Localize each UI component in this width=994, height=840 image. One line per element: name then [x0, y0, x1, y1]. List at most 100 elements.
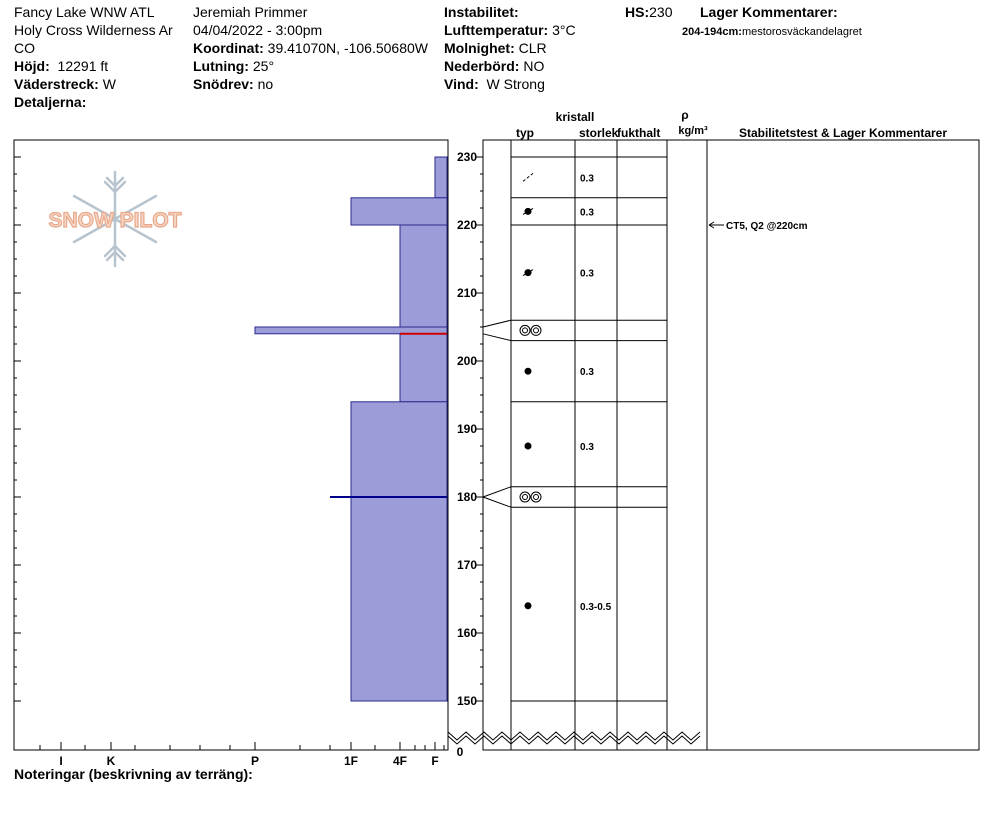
- layer-comment: 204-194cm:mestorosväckandelagret: [682, 23, 862, 41]
- crystal-size: 0.3-0.5: [580, 602, 612, 613]
- details-label: Detaljerna:: [14, 94, 87, 110]
- crystal-decomposing-icon: [522, 173, 534, 182]
- y-tick-label: 160: [457, 626, 477, 640]
- elevation-label: Höjd:: [14, 58, 50, 74]
- coord-value: 39.41070N, -106.50680W: [267, 40, 428, 56]
- sky-label: Molnighet:: [444, 40, 515, 56]
- crystal-melt-freeze-icon: [519, 324, 531, 336]
- y-tick-label: 220: [457, 218, 477, 232]
- logo-text: SNOW PILOT: [49, 209, 182, 232]
- hardness-tick-label: I: [59, 754, 62, 768]
- drift-label: Snödrev:: [193, 76, 254, 92]
- crystal-melt-freeze-icon: [530, 491, 542, 503]
- crystal-rounded-icon: [524, 442, 532, 450]
- header-location-2: Holy Cross Wilderness Ar: [14, 22, 173, 38]
- hardness-tick-label: F: [431, 754, 438, 768]
- precip-value: NO: [523, 58, 545, 74]
- header-wind: Vind: W Strong: [444, 75, 545, 93]
- y-tick-label: 210: [457, 286, 477, 300]
- crystal-rounded-icon: [524, 602, 532, 610]
- header-aspect: Väderstreck: W: [14, 75, 116, 93]
- header-elevation: Höjd: 12291 ft: [14, 57, 108, 75]
- y-tick-label: 230: [457, 150, 477, 164]
- sky-value: CLR: [518, 40, 547, 56]
- precip-label: Nederbörd:: [444, 58, 520, 74]
- crystal-melt-freeze-inner: [522, 327, 528, 334]
- crystal-size: 0.3: [580, 207, 594, 218]
- crystal-melt-freeze-inner: [522, 494, 528, 500]
- drift-value: no: [257, 76, 274, 92]
- layer-comments-label: Lager Kommentarer:: [700, 4, 838, 20]
- stability-arrow-icon: [708, 221, 715, 229]
- col-size: storlek: [579, 126, 619, 140]
- notes-label: Noteringar (beskrivning av terräng):: [14, 766, 253, 782]
- coord-label: Koordinat:: [193, 40, 264, 56]
- crystal-rounding-stroke: [522, 269, 534, 277]
- y-tick-label: 180: [457, 490, 477, 504]
- header-coord: Koordinat: 39.41070N, -106.50680W: [193, 39, 428, 57]
- crystal-size: 0.3: [580, 442, 594, 453]
- snowpilot-logo: SNOW PILOT: [48, 170, 182, 268]
- boundary-connector: [482, 319, 512, 328]
- instability-label: Instabilitet:: [444, 4, 519, 20]
- col-crystal: kristall: [556, 110, 595, 124]
- snowflake-icon: [72, 170, 158, 268]
- y-tick-label: 190: [457, 422, 477, 436]
- header-airtemp: Lufttemperatur: 3°C: [444, 21, 576, 39]
- hs-value: 230: [649, 4, 673, 20]
- col-density-symbol: ρ: [681, 108, 688, 122]
- header-location-3: CO: [14, 40, 35, 56]
- hardness-tick-label: P: [251, 754, 259, 768]
- crystal-size: 0.3: [580, 367, 594, 378]
- aspect-label: Väderstreck:: [14, 76, 99, 92]
- stability-test-label: CT5, Q2 @220cm: [726, 221, 808, 232]
- crystal-rounding-stroke: [522, 207, 534, 215]
- layer-comment-text: mestorosväckandelagret: [741, 26, 862, 38]
- crystal-rounded-icon: [524, 367, 532, 375]
- axis-break-lower: [447, 731, 701, 741]
- wind-label: Vind:: [444, 76, 479, 92]
- header-location-1: Fancy Lake WNW ATL: [14, 4, 155, 20]
- hardness-bar: [399, 333, 448, 403]
- y-tick-label: 200: [457, 354, 477, 368]
- plot-layer: I K P 1F 4F F 150 160 170 180 190 200 210 220 230 0 0.3 0…: [14, 140, 808, 768]
- elevation-value: 12291 ft: [57, 58, 109, 74]
- hardness-bar: [350, 401, 448, 702]
- crystal-size: 0.3: [580, 269, 594, 280]
- col-density-unit: kg/m³: [678, 125, 708, 137]
- header-precip: Nederbörd: NO: [444, 57, 544, 75]
- boundary-connector: [482, 496, 512, 508]
- comments-frame: [706, 139, 980, 751]
- axis-break-upper: [447, 735, 701, 745]
- crystal-melt-freeze-inner: [533, 494, 539, 500]
- wind-value: W Strong: [486, 76, 545, 92]
- boundary-connector: [482, 486, 512, 498]
- header-hs: HS:230: [625, 3, 672, 21]
- hardness-frame: [13, 139, 449, 751]
- layer-comment-range: 204-194cm:: [682, 26, 742, 38]
- hs-label: HS:: [625, 4, 650, 20]
- hardness-tick-label: K: [107, 754, 116, 768]
- header-slope: Lutning: 25°: [193, 57, 274, 75]
- crystal-size: 0.3: [580, 173, 594, 184]
- col-moisture: fukthalt: [617, 126, 660, 140]
- col-stability: Stabilitetstest & Lager Kommentarer: [739, 126, 947, 140]
- boundary-connector: [482, 333, 512, 342]
- hardness-bar: [350, 197, 448, 226]
- crystal-melt-freeze-inner: [533, 327, 539, 334]
- observer: Jeremiah Primmer: [193, 4, 308, 20]
- y-tick-label: 150: [457, 694, 477, 708]
- y-tick-label: 170: [457, 558, 477, 572]
- airtemp-value: 3°C: [552, 22, 576, 38]
- crystal-melt-freeze-icon: [530, 324, 542, 336]
- slope-label: Lutning:: [193, 58, 249, 74]
- y-zero-label: 0: [457, 745, 464, 759]
- hardness-bar: [254, 326, 448, 335]
- hardness-bar: [399, 224, 448, 328]
- header-drift: Snödrev: no: [193, 75, 273, 93]
- hardness-tick-label: 1F: [344, 754, 358, 768]
- header-sky: Molnighet: CLR: [444, 39, 547, 57]
- slope-value: 25°: [252, 58, 275, 74]
- hardness-bar: [434, 156, 448, 199]
